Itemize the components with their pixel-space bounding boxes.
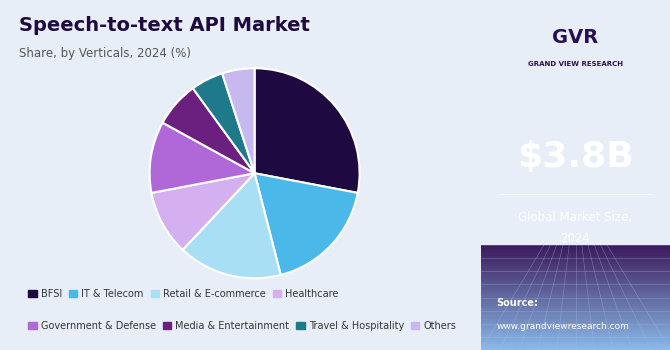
- Wedge shape: [163, 88, 255, 173]
- Legend: Government & Defense, Media & Entertainment, Travel & Hospitality, Others: Government & Defense, Media & Entertainm…: [24, 317, 460, 335]
- Text: 2024: 2024: [561, 231, 590, 245]
- Bar: [481, 333, 670, 335]
- Text: Global Market Size,: Global Market Size,: [519, 210, 632, 224]
- Bar: [481, 344, 670, 346]
- Bar: [481, 312, 670, 314]
- Wedge shape: [222, 68, 255, 173]
- Bar: [481, 260, 670, 262]
- Bar: [481, 321, 670, 323]
- Bar: [481, 249, 670, 251]
- Text: www.grandviewresearch.com: www.grandviewresearch.com: [496, 322, 629, 331]
- Text: GRAND VIEW RESEARCH: GRAND VIEW RESEARCH: [528, 61, 623, 67]
- Wedge shape: [255, 68, 360, 193]
- Bar: [481, 270, 670, 272]
- Bar: [481, 314, 670, 316]
- Bar: [481, 251, 670, 253]
- Bar: [481, 300, 670, 302]
- Text: Source:: Source:: [496, 298, 538, 308]
- Bar: [481, 281, 670, 283]
- Bar: [481, 329, 670, 331]
- Bar: [481, 245, 670, 247]
- Wedge shape: [255, 173, 358, 275]
- Bar: [481, 268, 670, 270]
- Bar: [481, 279, 670, 281]
- Bar: [481, 302, 670, 304]
- Bar: [481, 348, 670, 350]
- Wedge shape: [151, 173, 255, 250]
- Bar: [481, 337, 670, 340]
- Bar: [481, 258, 670, 260]
- Bar: [481, 323, 670, 325]
- Bar: [481, 295, 670, 298]
- Text: Share, by Verticals, 2024 (%): Share, by Verticals, 2024 (%): [19, 47, 191, 60]
- Bar: [481, 285, 670, 287]
- Bar: [481, 272, 670, 274]
- Bar: [481, 298, 670, 300]
- Bar: [481, 318, 670, 321]
- Bar: [481, 331, 670, 333]
- Bar: [481, 304, 670, 306]
- Wedge shape: [149, 122, 255, 193]
- Bar: [481, 340, 670, 342]
- Bar: [481, 262, 670, 264]
- Text: Speech-to-text API Market: Speech-to-text API Market: [19, 16, 310, 35]
- Bar: [481, 316, 670, 319]
- Bar: [481, 293, 670, 295]
- Bar: [481, 291, 670, 293]
- Wedge shape: [193, 74, 255, 173]
- Bar: [481, 264, 670, 266]
- Bar: [481, 253, 670, 256]
- Bar: [481, 335, 670, 337]
- Bar: [481, 287, 670, 289]
- Bar: [481, 276, 670, 279]
- Bar: [481, 266, 670, 268]
- Bar: [481, 289, 670, 291]
- Text: $3.8B: $3.8B: [517, 140, 634, 175]
- Text: GVR: GVR: [552, 28, 599, 47]
- Bar: [481, 310, 670, 312]
- Bar: [481, 247, 670, 249]
- Wedge shape: [183, 173, 281, 278]
- Bar: [481, 274, 670, 277]
- Bar: [481, 342, 670, 344]
- Bar: [481, 283, 670, 285]
- Bar: [481, 256, 670, 258]
- Bar: [481, 325, 670, 327]
- Bar: [481, 306, 670, 308]
- Bar: [481, 346, 670, 348]
- Bar: [481, 327, 670, 329]
- Bar: [481, 308, 670, 310]
